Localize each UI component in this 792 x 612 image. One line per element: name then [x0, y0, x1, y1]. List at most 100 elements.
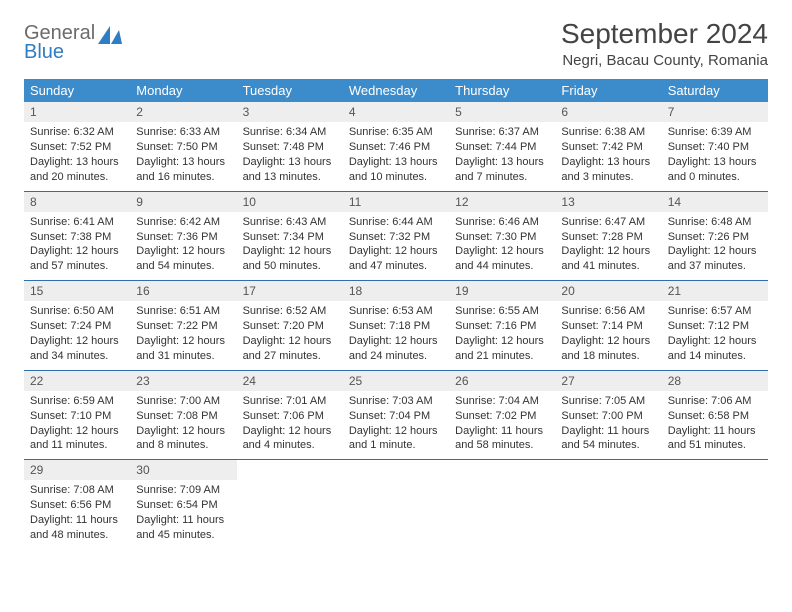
calendar: Sunday Monday Tuesday Wednesday Thursday… [24, 79, 768, 549]
day-cell: 22Sunrise: 6:59 AMSunset: 7:10 PMDayligh… [24, 371, 130, 460]
sunset-text: Sunset: 7:46 PM [349, 140, 443, 155]
week-row: 15Sunrise: 6:50 AMSunset: 7:24 PMDayligh… [24, 281, 768, 371]
sunset-text: Sunset: 7:32 PM [349, 230, 443, 245]
month-title: September 2024 [561, 18, 768, 50]
sunrise-text: Sunrise: 6:47 AM [561, 215, 655, 230]
sunrise-text: Sunrise: 6:56 AM [561, 304, 655, 319]
day-number: 9 [130, 192, 236, 212]
daylight-text: Daylight: 12 hours and 24 minutes. [349, 334, 443, 364]
day-cell [555, 460, 661, 549]
day-cell: 27Sunrise: 7:05 AMSunset: 7:00 PMDayligh… [555, 371, 661, 460]
day-number: 25 [343, 371, 449, 391]
day-cell: 18Sunrise: 6:53 AMSunset: 7:18 PMDayligh… [343, 281, 449, 370]
sunrise-text: Sunrise: 7:00 AM [136, 394, 230, 409]
sunset-text: Sunset: 7:24 PM [30, 319, 124, 334]
sunrise-text: Sunrise: 7:01 AM [243, 394, 337, 409]
sunrise-text: Sunrise: 6:50 AM [30, 304, 124, 319]
sunset-text: Sunset: 7:28 PM [561, 230, 655, 245]
sunrise-text: Sunrise: 7:06 AM [668, 394, 762, 409]
sunset-text: Sunset: 6:56 PM [30, 498, 124, 513]
day-cell: 13Sunrise: 6:47 AMSunset: 7:28 PMDayligh… [555, 192, 661, 281]
dayname-tuesday: Tuesday [237, 79, 343, 102]
day-number: 3 [237, 102, 343, 122]
day-number: 20 [555, 281, 661, 301]
day-cell [343, 460, 449, 549]
sunrise-text: Sunrise: 6:39 AM [668, 125, 762, 140]
sunset-text: Sunset: 7:30 PM [455, 230, 549, 245]
sunrise-text: Sunrise: 6:38 AM [561, 125, 655, 140]
week-row: 8Sunrise: 6:41 AMSunset: 7:38 PMDaylight… [24, 192, 768, 282]
sunrise-text: Sunrise: 6:51 AM [136, 304, 230, 319]
sunset-text: Sunset: 7:22 PM [136, 319, 230, 334]
day-number: 30 [130, 460, 236, 480]
day-cell: 4 Sunrise: 6:35 AMSunset: 7:46 PMDaylight… [343, 102, 449, 191]
day-cell: 1Sunrise: 6:32 AMSunset: 7:52 PMDaylight… [24, 102, 130, 191]
sunrise-text: Sunrise: 7:04 AM [455, 394, 549, 409]
sunrise-text: Sunrise: 6:35 AM [349, 125, 443, 140]
calendar-page: General Blue September 2024 Negri, Bacau… [0, 0, 792, 567]
daylight-text: Daylight: 12 hours and 44 minutes. [455, 244, 549, 274]
day-cell: 25Sunrise: 7:03 AMSunset: 7:04 PMDayligh… [343, 371, 449, 460]
daylight-text: Daylight: 12 hours and 21 minutes. [455, 334, 549, 364]
daylight-text: Daylight: 13 hours and 10 minutes. [349, 155, 443, 185]
day-number: 23 [130, 371, 236, 391]
day-number: 14 [662, 192, 768, 212]
daylight-text: Daylight: 12 hours and 57 minutes. [30, 244, 124, 274]
day-cell: 15 Sunrise: 6:50 AMSunset: 7:24 PMDayligh… [24, 281, 130, 370]
sunset-text: Sunset: 7:10 PM [30, 409, 124, 424]
sunset-text: Sunset: 7:16 PM [455, 319, 549, 334]
day-number: 24 [237, 371, 343, 391]
sunset-text: Sunset: 7:12 PM [668, 319, 762, 334]
daylight-text: Daylight: 12 hours and 34 minutes. [30, 334, 124, 364]
daylight-text: Daylight: 12 hours and 27 minutes. [243, 334, 337, 364]
daylight-text: Daylight: 12 hours and 41 minutes. [561, 244, 655, 274]
sunrise-text: Sunrise: 6:42 AM [136, 215, 230, 230]
day-number: 16 [130, 281, 236, 301]
daylight-text: Daylight: 12 hours and 8 minutes. [136, 424, 230, 454]
sunset-text: Sunset: 7:42 PM [561, 140, 655, 155]
daylight-text: Daylight: 12 hours and 54 minutes. [136, 244, 230, 274]
sunset-text: Sunset: 7:36 PM [136, 230, 230, 245]
daylight-text: Daylight: 12 hours and 14 minutes. [668, 334, 762, 364]
week-row: 1Sunrise: 6:32 AMSunset: 7:52 PMDaylight… [24, 102, 768, 192]
day-number: 5 [449, 102, 555, 122]
sunset-text: Sunset: 7:44 PM [455, 140, 549, 155]
day-number: 28 [662, 371, 768, 391]
daylight-text: Daylight: 13 hours and 7 minutes. [455, 155, 549, 185]
day-number: 7 [662, 102, 768, 122]
sunset-text: Sunset: 7:18 PM [349, 319, 443, 334]
sunrise-text: Sunrise: 6:55 AM [455, 304, 549, 319]
sunset-text: Sunset: 7:48 PM [243, 140, 337, 155]
day-cell: 8Sunrise: 6:41 AMSunset: 7:38 PMDaylight… [24, 192, 130, 281]
dayname-monday: Monday [130, 79, 236, 102]
day-number: 6 [555, 102, 661, 122]
daylight-text: Daylight: 12 hours and 37 minutes. [668, 244, 762, 274]
day-number: 4 [343, 102, 449, 122]
day-cell: 11Sunrise: 6:44 AMSunset: 7:32 PMDayligh… [343, 192, 449, 281]
day-number: 10 [237, 192, 343, 212]
day-cell [449, 460, 555, 549]
day-cell: 14Sunrise: 6:48 AMSunset: 7:26 PMDayligh… [662, 192, 768, 281]
sunset-text: Sunset: 7:50 PM [136, 140, 230, 155]
sunrise-text: Sunrise: 6:32 AM [30, 125, 124, 140]
day-number: 15 [24, 281, 130, 301]
title-block: September 2024 Negri, Bacau County, Roma… [561, 18, 768, 69]
day-cell [662, 460, 768, 549]
day-number: 22 [24, 371, 130, 391]
daylight-text: Daylight: 13 hours and 0 minutes. [668, 155, 762, 185]
day-cell: 12Sunrise: 6:46 AMSunset: 7:30 PMDayligh… [449, 192, 555, 281]
day-cell: 9 Sunrise: 6:42 AMSunset: 7:36 PMDaylight… [130, 192, 236, 281]
brand-text: General Blue [24, 24, 95, 62]
day-number: 17 [237, 281, 343, 301]
day-cell: 2Sunrise: 6:33 AMSunset: 7:50 PMDaylight… [130, 102, 236, 191]
sunrise-text: Sunrise: 6:34 AM [243, 125, 337, 140]
day-number: 21 [662, 281, 768, 301]
day-number: 1 [24, 102, 130, 122]
daylight-text: Daylight: 13 hours and 16 minutes. [136, 155, 230, 185]
day-number: 2 [130, 102, 236, 122]
week-row: 22Sunrise: 6:59 AMSunset: 7:10 PMDayligh… [24, 371, 768, 461]
day-cell: 19Sunrise: 6:55 AMSunset: 7:16 PMDayligh… [449, 281, 555, 370]
brand-line2: Blue [24, 41, 64, 63]
sunrise-text: Sunrise: 6:44 AM [349, 215, 443, 230]
sunset-text: Sunset: 7:20 PM [243, 319, 337, 334]
